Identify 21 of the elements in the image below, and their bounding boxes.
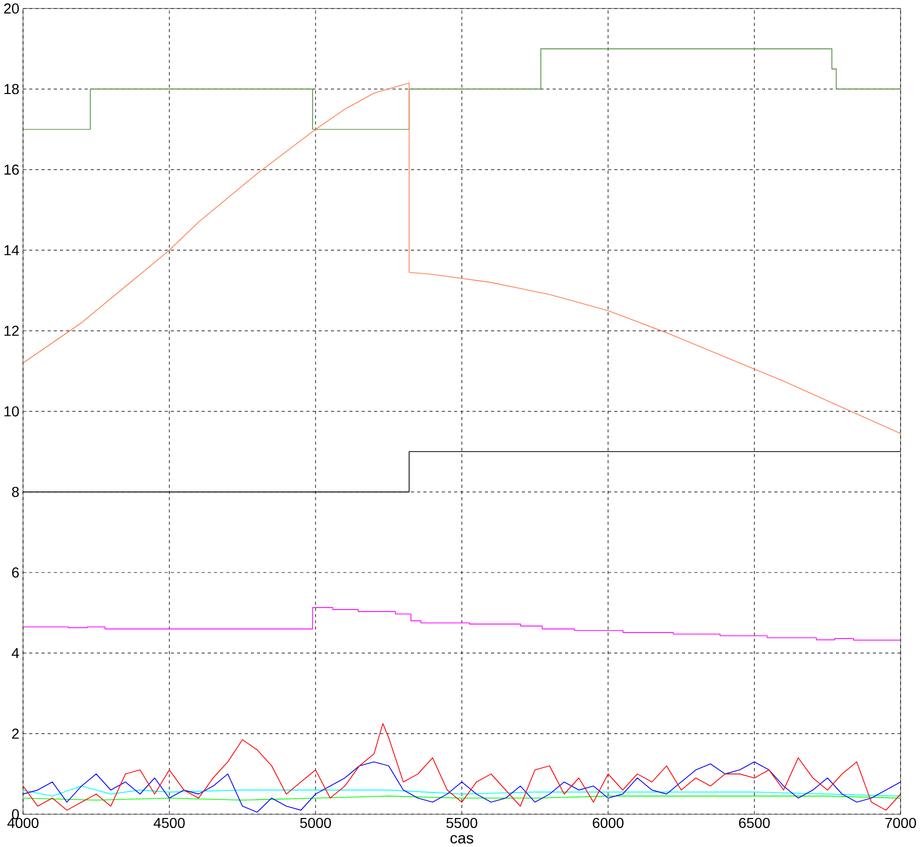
- y-tick-label: 18: [4, 84, 19, 94]
- y-tick-label: 10: [4, 406, 19, 416]
- line-series: [23, 761, 901, 813]
- x-tick-label: 4000: [7, 818, 38, 828]
- x-tick-label: 5500: [446, 818, 478, 828]
- x-tick-label: 7000: [885, 818, 916, 828]
- x-axis-title: cas: [450, 835, 474, 844]
- y-tick-label: 2: [12, 728, 19, 739]
- y-tick-label: 20: [4, 3, 19, 14]
- x-tick-label: 6000: [592, 818, 624, 828]
- x-tick-label: 4500: [154, 818, 185, 828]
- line-series: [23, 723, 901, 811]
- x-tick-label: 5000: [300, 818, 331, 828]
- y-tick-label: 8: [12, 486, 19, 498]
- y-tick-label: 6: [12, 567, 19, 578]
- y-tick-label: 16: [4, 164, 19, 175]
- y-tick-label: 0: [12, 809, 19, 820]
- x-tick-label: 6500: [739, 818, 770, 828]
- y-tick-label: 12: [4, 326, 19, 336]
- y-tick-label: 14: [4, 245, 19, 256]
- y-tick-label: 4: [12, 648, 19, 658]
